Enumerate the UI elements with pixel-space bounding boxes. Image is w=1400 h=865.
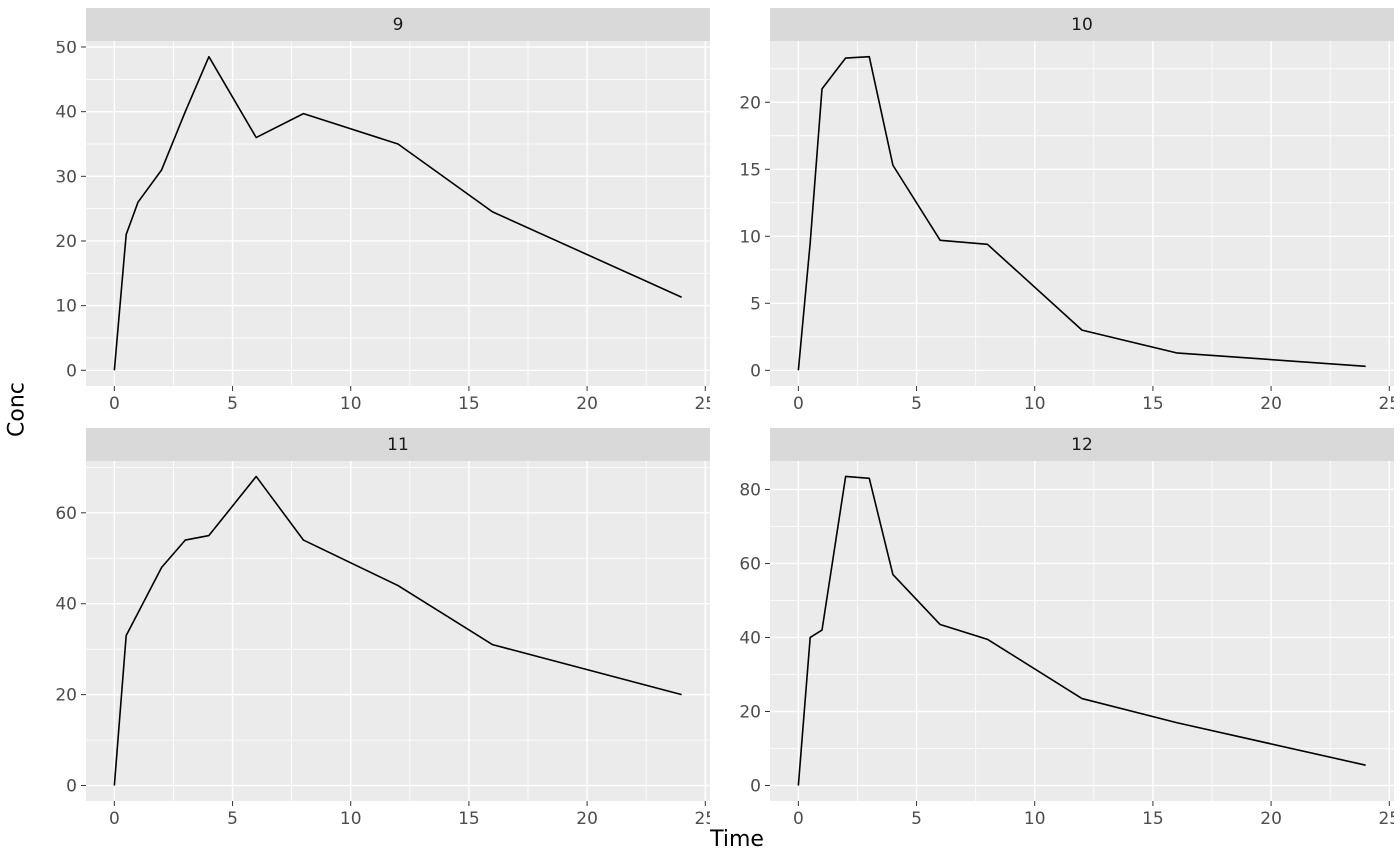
x-tick-label: 15 — [458, 809, 480, 829]
x-tick-label: 10 — [1024, 394, 1046, 414]
facet-grid: 9 051015202501020304050 10 0510152025051… — [34, 8, 1394, 829]
x-tick-label: 0 — [109, 809, 120, 829]
y-tick-label: 0 — [66, 777, 77, 797]
x-tick-label: 5 — [911, 394, 922, 414]
x-tick-label: 10 — [340, 394, 362, 414]
x-tick-label: 20 — [576, 394, 598, 414]
y-tick-label: 10 — [739, 227, 761, 247]
series-line — [113, 475, 682, 786]
x-tick-label: 5 — [911, 809, 922, 829]
x-tick-label: 25 — [694, 394, 710, 414]
facet-strip-12: 12 — [770, 428, 1394, 461]
y-axis-title: Conc — [4, 382, 30, 438]
y-tick-label: 40 — [55, 595, 77, 615]
facet-strip-label: 9 — [392, 14, 404, 35]
facet-strip-label: 11 — [387, 434, 409, 455]
x-tick-label: 20 — [1260, 394, 1282, 414]
panel-background — [86, 41, 710, 386]
y-tick-label: 5 — [750, 294, 761, 314]
facet-strip-9: 9 — [86, 8, 710, 41]
x-tick-label: 10 — [1024, 809, 1046, 829]
x-tick-label: 25 — [1378, 809, 1394, 829]
y-tick-label: 10 — [55, 297, 77, 317]
y-tick-label: 0 — [750, 777, 761, 797]
y-tick-label: 30 — [55, 167, 77, 187]
panel-background — [86, 461, 710, 801]
x-tick-label: 25 — [1378, 394, 1394, 414]
facet-9: 9 0 5 10 15 20 25 0 10 20 30 40 50 — [34, 8, 710, 414]
x-tick-label: 20 — [576, 809, 598, 829]
facet-panel-11: 0 5 10 15 20 25 0 20 40 60 — [55, 461, 710, 829]
series-line — [113, 55, 682, 371]
facet-strip-label: 12 — [1071, 434, 1093, 455]
panel-background — [770, 461, 1394, 801]
series-line — [797, 55, 1366, 371]
facet-11: 11 0 5 10 15 20 25 0 20 40 60 — [34, 428, 710, 829]
facet-panel-12: 0 5 10 15 20 25 0 20 40 60 80 — [739, 461, 1394, 829]
y-tick-label: 15 — [739, 160, 761, 180]
x-tick-label: 15 — [1142, 809, 1164, 829]
y-tick-label: 0 — [66, 361, 77, 381]
facet-10: 10 0 5 10 15 20 25 0 5 10 15 20 — [718, 8, 1394, 414]
facet-strip-11: 11 — [86, 428, 710, 461]
y-tick-label: 20 — [55, 232, 77, 252]
x-tick-label: 15 — [458, 394, 480, 414]
facet-strip-label: 10 — [1071, 14, 1093, 35]
panel-background — [770, 41, 1394, 386]
x-tick-label: 0 — [109, 394, 120, 414]
x-tick-label: 10 — [340, 809, 362, 829]
y-tick-label: 60 — [55, 504, 77, 524]
y-tick-label: 80 — [739, 480, 761, 500]
y-tick-label: 50 — [55, 41, 77, 58]
x-tick-label: 5 — [227, 809, 238, 829]
y-tick-label: 40 — [739, 628, 761, 648]
x-tick-label: 5 — [227, 394, 238, 414]
series-line — [797, 475, 1366, 786]
x-tick-label: 25 — [694, 809, 710, 829]
y-tick-label: 0 — [750, 361, 761, 381]
x-tick-label: 15 — [1142, 394, 1164, 414]
x-tick-label: 0 — [793, 394, 804, 414]
facet-panel-10: 0 5 10 15 20 25 0 5 10 15 20 — [739, 41, 1394, 414]
facet-panel-9: 0 5 10 15 20 25 0 10 20 30 40 50 — [55, 41, 710, 414]
facet-strip-10: 10 — [770, 8, 1394, 41]
x-tick-label: 0 — [793, 809, 804, 829]
facet-12: 12 0 5 10 15 20 25 0 20 40 60 80 — [718, 428, 1394, 829]
y-tick-label: 60 — [739, 554, 761, 574]
x-tick-label: 20 — [1260, 809, 1282, 829]
y-tick-label: 40 — [55, 103, 77, 123]
y-tick-label: 20 — [739, 703, 761, 723]
y-tick-label: 20 — [739, 93, 761, 113]
y-tick-label: 20 — [55, 686, 77, 706]
x-axis-title: Time — [710, 827, 764, 852]
